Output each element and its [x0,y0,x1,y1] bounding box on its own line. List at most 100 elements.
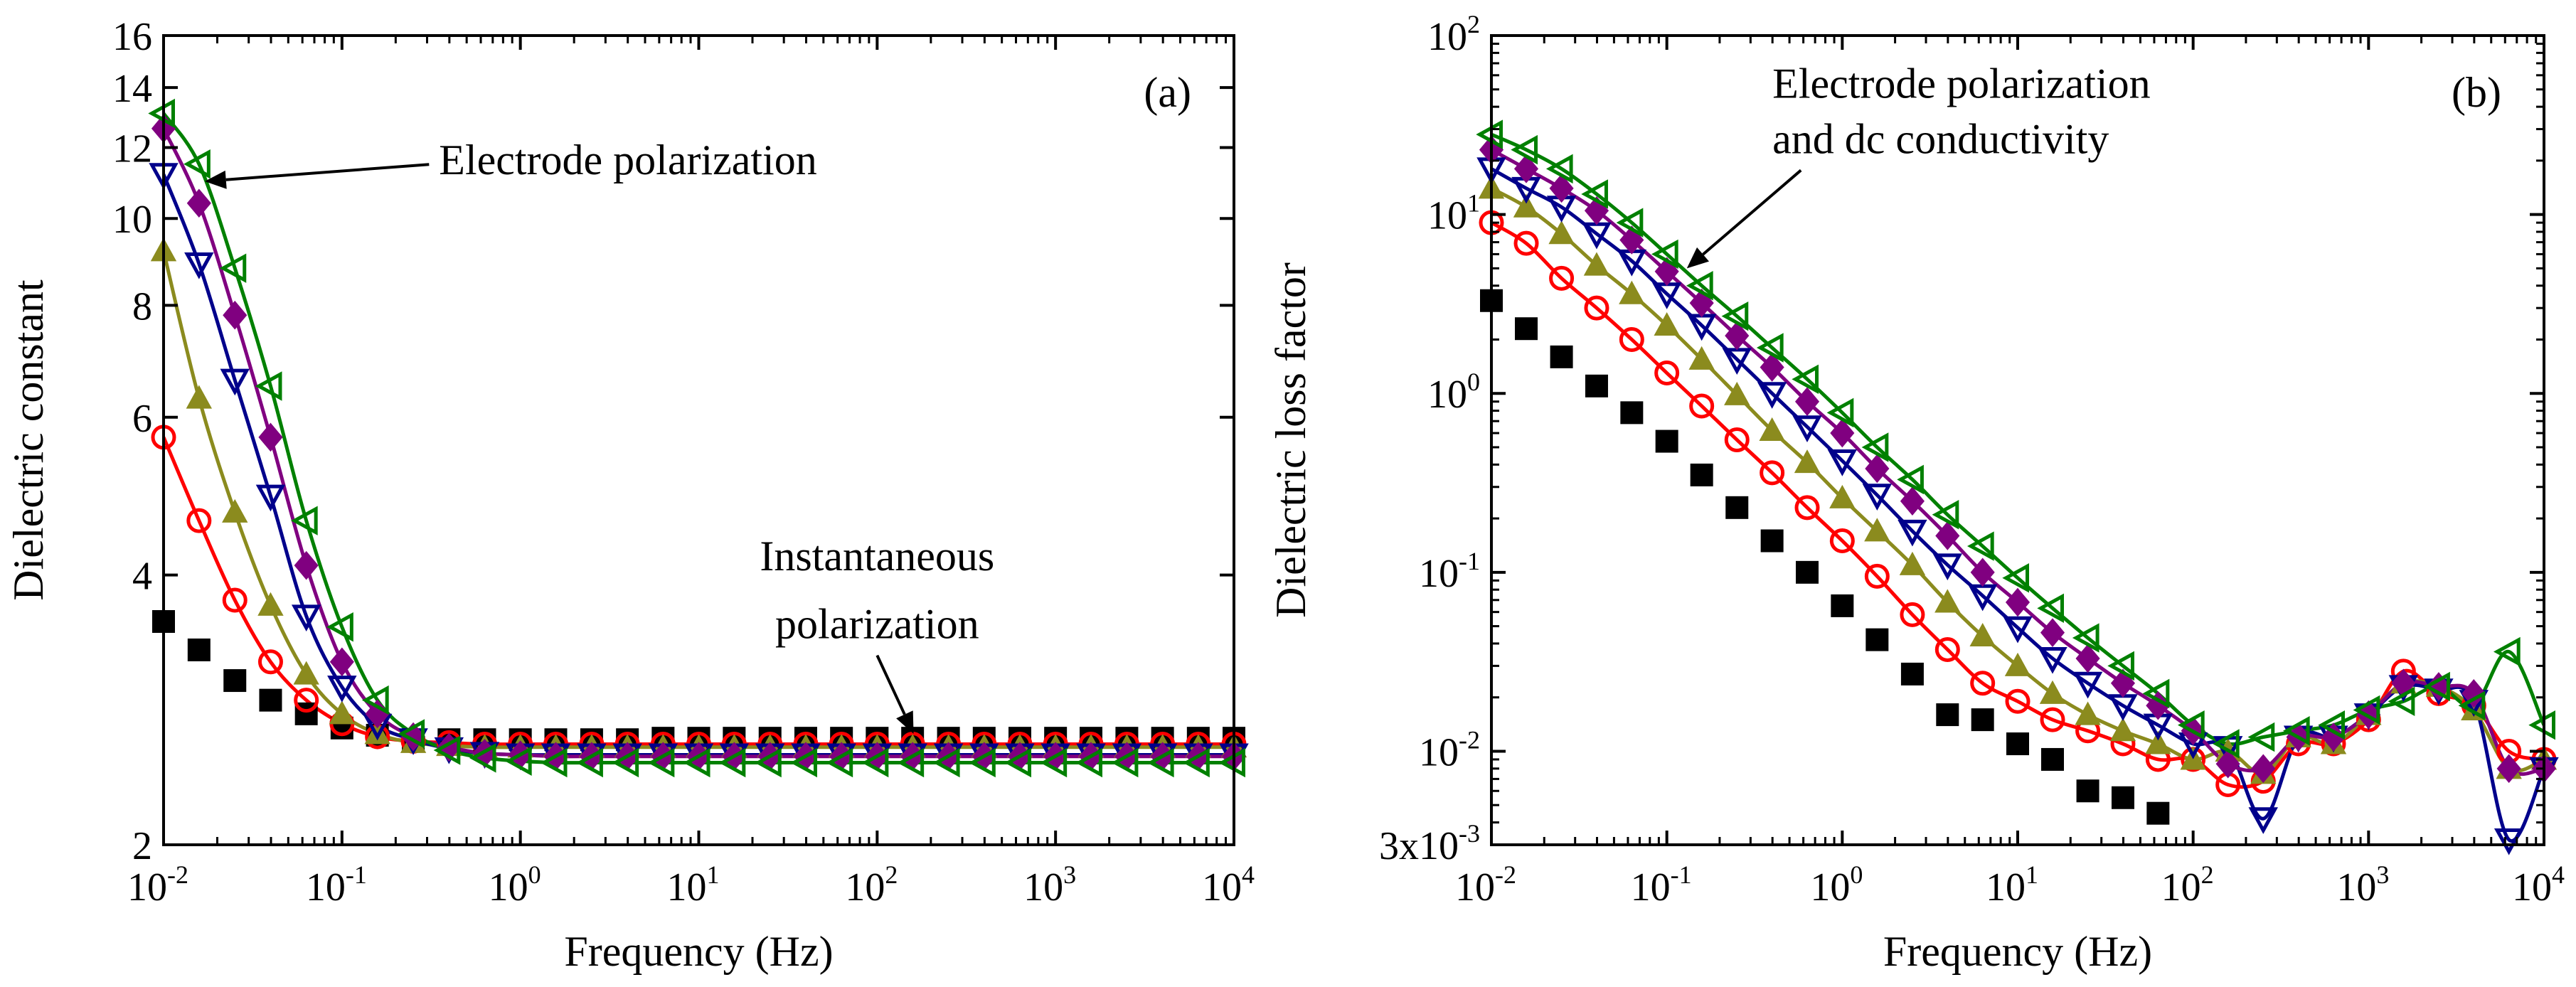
data-point-series-5 [1111,747,1139,778]
data-point-series-4 [186,188,211,218]
data-point-series-4 [1794,387,1820,417]
y-tick-label: 8 [132,284,152,329]
data-point-series-3 [2003,616,2033,644]
annotation-arrow [1702,169,1802,256]
annotation-arrow [875,654,906,715]
x-tick-label: 101 [1986,860,2038,909]
x-tick-label: 10-1 [1631,860,1692,909]
data-point-series-5 [2002,563,2029,593]
data-point-series-2 [1724,381,1750,405]
data-point-series-5 [2423,671,2450,702]
data-point-series-2 [1619,280,1645,304]
data-point-series-4 [1865,454,1890,484]
data-point-series-5 [826,747,853,778]
fit-line-series-5 [164,112,1234,765]
data-point-series-2 [1864,518,1890,542]
data-point-series-3 [1792,415,1822,442]
data-point-series-2 [329,700,356,725]
data-point-series-5 [1932,500,1959,530]
data-point-series-2 [2109,717,2136,742]
data-point-series-0 [1550,345,1573,368]
data-point-series-4 [294,550,319,580]
fit-line-series-5 [1491,132,2544,747]
data-point-series-3 [2248,807,2278,834]
data-point-series-2 [186,385,213,409]
data-point-series-5 [2318,710,2346,740]
data-point-series-5 [576,747,603,778]
data-point-series-4 [1513,154,1539,183]
data-point-series-1 [1900,602,1925,627]
data-point-series-3 [220,368,250,396]
data-point-series-5 [2177,710,2205,740]
data-point-series-1 [1513,230,1539,256]
data-point-series-5 [326,612,353,642]
annotation-text: polarization [775,601,979,648]
data-point-series-1 [2005,688,2031,714]
data-point-series-5 [790,747,817,778]
panel-a: 10-2 10-1 100 101 102 103 104 2 4 6 8 10 12 14 16 Frequ… [5,15,1255,975]
data-point-series-5 [433,735,461,765]
data-point-series-3 [291,604,321,632]
panel-tag: (a) [1144,69,1191,116]
data-point-series-5 [969,747,996,778]
data-point-series-2 [293,661,319,685]
data-point-series-2 [1688,346,1715,370]
fit-line-series-4 [164,127,1234,759]
data-point-series-3 [327,676,357,703]
data-point-series-4 [1549,174,1574,203]
data-point-series-2 [1513,193,1540,218]
data-point-series-0 [1515,317,1538,341]
annotation-arrowhead [204,170,227,189]
data-point-series-4 [2426,672,2451,701]
data-point-series-5 [255,371,282,401]
y-tick-label: 12 [112,127,152,171]
data-point-series-0 [1971,708,1994,732]
data-point-series-5 [1721,301,1749,331]
annotation-arrowhead [1686,247,1709,269]
data-point-series-3 [1932,553,1963,581]
data-point-series-1 [1584,295,1609,321]
y-axis-label: Dielectric constant [5,279,52,601]
data-point-series-3 [2072,671,2103,699]
data-point-series-5 [755,747,782,778]
data-point-series-5 [1616,208,1644,238]
x-tick-label: 103 [1023,860,1076,909]
annotation-text: Instantaneous [760,533,994,580]
data-point-series-2 [1829,484,1856,508]
data-point-series-2 [1934,589,1961,613]
annotation-text: and dc conductivity [1772,115,2109,162]
data-point-series-5 [1861,432,1889,462]
data-point-series-2 [2145,730,2171,754]
y-tick-label: 3x10-3 [1379,819,1480,868]
data-point-series-4 [1935,521,1960,550]
data-point-series-1 [1689,393,1715,419]
data-point-series-0 [1725,496,1749,519]
data-point-series-5 [1651,239,1678,270]
data-point-series-1 [222,587,248,613]
data-point-series-4 [2075,644,2100,673]
data-point-series-2 [1583,252,1610,276]
data-point-series-1 [1794,495,1820,521]
data-point-series-4 [1900,486,1925,516]
data-point-series-5 [504,746,532,777]
data-point-series-2 [364,720,390,745]
data-point-series-5 [398,719,425,749]
x-axis-label: Frequency (Hz) [1883,928,2152,975]
data-point-series-0 [2041,747,2065,771]
data-point-series-5 [1966,531,1994,561]
data-point-series-2 [1899,551,1926,575]
data-point-series-2 [257,592,284,616]
data-point-series-5 [2107,651,2134,681]
data-point-series-5 [932,747,960,778]
data-point-series-5 [1897,464,1924,495]
data-point-series-2 [2075,701,2101,725]
data-point-series-4 [2040,618,2065,647]
data-point-series-5 [183,149,211,179]
fit-line-series-2 [164,250,1234,749]
data-point-series-3 [2493,828,2524,855]
data-point-series-5 [1075,747,1102,778]
data-point-series-5 [2142,678,2170,709]
data-point-series-0 [1655,430,1678,453]
data-point-series-1 [1549,265,1575,291]
panel-tag: (b) [2452,69,2501,116]
